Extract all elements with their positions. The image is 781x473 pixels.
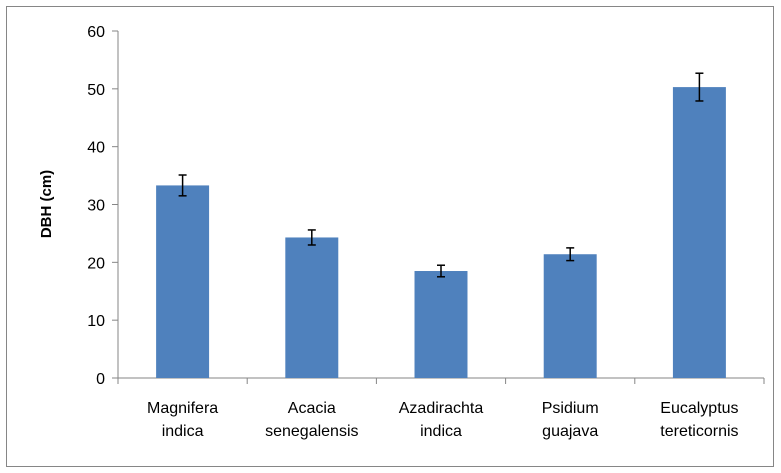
y-tick-label-10: 10: [87, 313, 105, 330]
y-tick-label-40: 40: [87, 140, 105, 157]
category-label-3: Psidium guajava: [542, 400, 599, 440]
y-tick-label-30: 30: [87, 198, 105, 215]
category-label-0: Magnifera indica: [147, 400, 218, 440]
y-axis: 0 10 20 30 40 50 60: [87, 24, 119, 388]
category-label-4: Eucalyptus tereticornis: [660, 400, 738, 440]
chart-area: [6, 6, 774, 467]
x-axis: [117, 377, 765, 384]
error-bar-2: [437, 264, 445, 278]
bar-0: [156, 185, 210, 378]
bar-series: [156, 87, 726, 379]
error-bars: [178, 72, 704, 278]
bar-1: [285, 237, 339, 378]
category-labels: Magnifera indica Acacia senegalensis Azadira…: [147, 400, 739, 440]
y-tick-label-20: 20: [87, 255, 105, 272]
y-tick-label-0: 0: [96, 371, 105, 388]
bar-4: [672, 87, 726, 379]
y-tick-label-60: 60: [87, 24, 105, 41]
error-bar-3: [566, 247, 575, 262]
bar-2: [414, 271, 468, 378]
category-label-2: Azadirachta indica: [399, 400, 484, 440]
error-bar-4: [695, 72, 704, 102]
bar-3: [543, 254, 597, 378]
category-label-1: Acacia senegalensis: [265, 400, 358, 440]
error-bar-1: [307, 229, 316, 246]
y-tick-label-50: 50: [87, 82, 105, 99]
error-bar-0: [178, 174, 187, 197]
y-axis-title: DBH (cm): [38, 170, 55, 238]
